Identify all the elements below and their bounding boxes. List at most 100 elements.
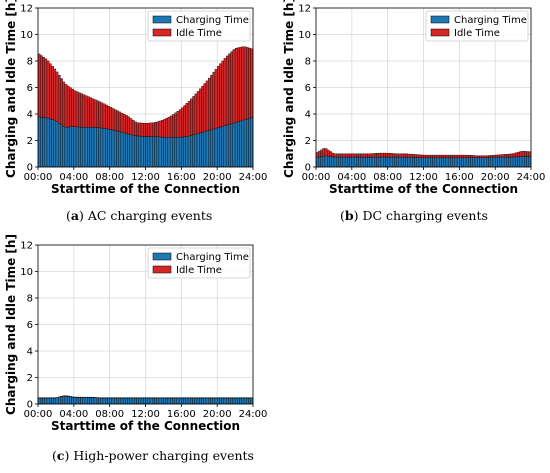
- legend-swatch-idle: [430, 28, 450, 37]
- bar-idle-time: [376, 152, 379, 158]
- bar-charging-time: [387, 156, 391, 168]
- y-tick-label: 8: [27, 294, 33, 305]
- bar-charging-time: [230, 397, 234, 405]
- bar-charging-time: [203, 131, 207, 168]
- bar-charging-time: [64, 396, 68, 405]
- legend-swatch-idle: [152, 28, 172, 37]
- bar-charging-time: [131, 397, 135, 405]
- x-tick-label: 24:00: [239, 409, 268, 420]
- bar-charging-time: [167, 397, 171, 405]
- bar-idle-time: [338, 153, 341, 158]
- bar-charging-time: [497, 156, 500, 168]
- bar-idle-time: [396, 153, 400, 158]
- x-tick-label: 16:00: [445, 172, 474, 183]
- bar-charging-time: [515, 156, 518, 168]
- bar-charging-time: [116, 130, 119, 168]
- bar-idle-time: [225, 55, 229, 126]
- bar-charging-time: [73, 397, 77, 405]
- bar-charging-time: [84, 397, 88, 405]
- bar-idle-time: [105, 104, 108, 129]
- caption-text-a: AC charging events: [87, 208, 213, 223]
- bar-charging-time: [109, 397, 113, 405]
- bar-charging-time: [248, 397, 251, 405]
- bar-charging-time: [374, 156, 377, 168]
- bar-idle-time: [149, 122, 153, 137]
- bar-idle-time: [64, 395, 68, 397]
- y-tick-label: 12: [20, 241, 33, 252]
- bar-idle-time: [107, 105, 110, 130]
- bar-idle-time: [461, 154, 464, 158]
- bar-charging-time: [425, 157, 429, 168]
- bar-idle-time: [49, 63, 52, 120]
- bar-charging-time: [479, 157, 482, 168]
- bar-charging-time: [181, 397, 184, 405]
- bar-charging-time: [234, 122, 238, 168]
- bar-idle-time: [71, 89, 75, 127]
- bar-charging-time: [145, 136, 148, 168]
- bar-idle-time: [526, 151, 529, 157]
- bar-idle-time: [436, 154, 440, 158]
- legend-swatch-idle: [152, 265, 172, 274]
- bar-charging-time: [89, 127, 92, 168]
- caption-c: (c) High-power charging events: [52, 448, 254, 463]
- bar-idle-time: [181, 107, 184, 138]
- bar-charging-time: [136, 135, 139, 168]
- bar-charging-time: [167, 137, 171, 168]
- bar-charging-time: [521, 156, 525, 168]
- bar-charging-time: [347, 156, 350, 168]
- bar-idle-time: [463, 154, 467, 158]
- bar-charging-time: [40, 397, 43, 405]
- bar-idle-time: [73, 90, 77, 127]
- bar-charging-time: [93, 397, 97, 405]
- bar-idle-time: [322, 148, 326, 157]
- bar-idle-time: [335, 153, 339, 158]
- bar-charging-time: [443, 157, 447, 168]
- legend-box: [147, 10, 251, 42]
- bar-idle-time: [69, 87, 72, 128]
- bar-idle-time: [441, 154, 444, 158]
- bar-idle-time: [64, 84, 68, 128]
- bar-charging-time: [219, 126, 222, 168]
- bar-charging-time: [228, 124, 231, 168]
- bar-charging-time: [241, 397, 245, 405]
- bar-charging-time: [147, 397, 151, 405]
- bar-charging-time: [172, 137, 175, 168]
- x-axis-title: Starttime of the Connection: [51, 419, 240, 433]
- bar-charging-time: [430, 157, 433, 168]
- bar-charging-time: [477, 157, 480, 168]
- x-tick-label: 20:00: [203, 172, 232, 183]
- x-tick-label: 04:00: [59, 409, 88, 420]
- bar-charging-time: [196, 397, 200, 405]
- bar-idle-time: [320, 149, 323, 157]
- bar-charging-time: [216, 397, 220, 405]
- bar-charging-time: [503, 156, 507, 168]
- bar-charging-time: [212, 397, 216, 405]
- bar-idle-time: [232, 49, 236, 124]
- bar-charging-time: [69, 396, 72, 405]
- bar-charging-time: [105, 397, 108, 405]
- chart-panel-ac: 0 2 4 6 8 10 12 00:00 04:00 08:00 12:00 16:00 20:00 2…: [4, 0, 267, 196]
- bar-charging-time: [414, 157, 417, 168]
- bar-idle-time: [416, 154, 420, 158]
- bar-idle-time: [450, 154, 453, 158]
- bar-idle-time: [205, 80, 209, 132]
- bar-charging-time: [185, 136, 189, 168]
- bar-idle-time: [248, 47, 251, 119]
- bar-idle-time: [479, 155, 482, 158]
- bar-idle-time: [66, 85, 70, 128]
- y-tick-label: 2: [305, 136, 311, 147]
- bar-idle-time: [136, 122, 139, 137]
- bar-charging-time: [125, 397, 128, 405]
- bar-charging-time: [441, 157, 444, 168]
- caption-text-c: High-power charging events: [73, 448, 254, 463]
- bar-charging-time: [91, 127, 95, 168]
- bar-idle-time: [383, 152, 386, 158]
- bar-idle-time: [358, 153, 361, 158]
- bar-charging-time: [100, 127, 104, 168]
- bar-charging-time: [517, 156, 520, 168]
- bar-charging-time: [194, 397, 198, 405]
- y-tick-label: 8: [27, 57, 33, 68]
- bar-charging-time: [501, 156, 505, 168]
- bar-idle-time: [430, 154, 433, 158]
- bar-charging-time: [327, 156, 330, 168]
